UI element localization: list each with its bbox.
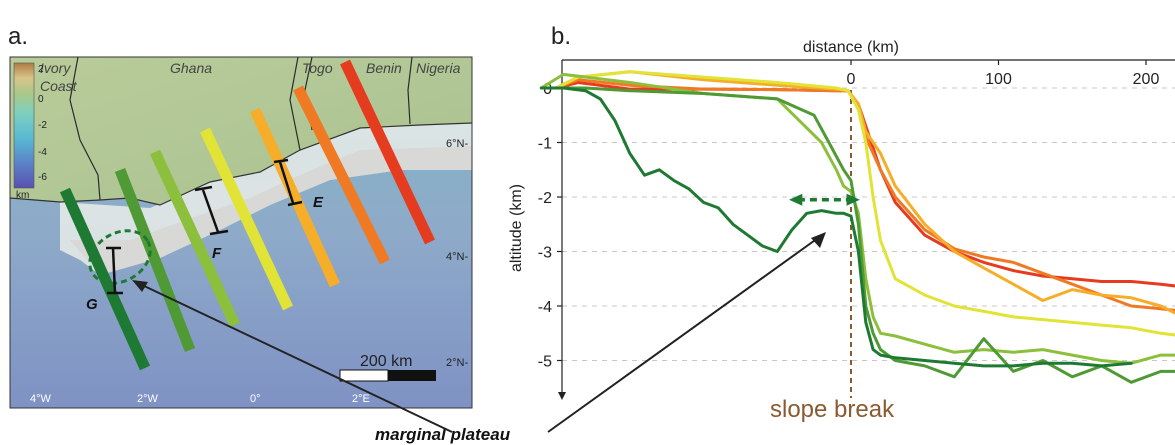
country-benin: Benin: [366, 60, 402, 76]
y-tick-label: -2: [538, 190, 552, 207]
lat-label: 6°N-: [446, 138, 468, 150]
segment-label-g: G: [86, 296, 98, 313]
arrow-to-plateau: [547, 232, 826, 433]
series-line: [554, 78, 1175, 312]
arrow-to-map: [132, 280, 453, 433]
legend-tick: -6: [38, 172, 47, 183]
profile-band: [249, 107, 341, 288]
lat-label: 4°N-: [446, 251, 468, 263]
elevation-legend: 2 0 -2 -4 -6 km: [13, 62, 47, 201]
series-line: [554, 86, 1175, 384]
y-tick-label: -4: [538, 299, 552, 316]
lon-label: 2°W: [137, 393, 159, 405]
legend-tick: -2: [38, 120, 47, 131]
y-tick-label: -5: [538, 354, 552, 371]
series-line: [554, 70, 1175, 337]
x-tick-label: 0: [847, 71, 856, 88]
country-togo: Togo: [302, 60, 333, 76]
country-ivory: Ivory: [40, 60, 71, 76]
plot-area: 0-1-2-3-4-50 100 200: [538, 59, 1175, 400]
y-tick-label: -1: [538, 136, 552, 153]
series-line: [554, 70, 1175, 315]
x-tick-label: 200: [1133, 71, 1160, 88]
segment-e: E: [273, 158, 324, 211]
lon-label: 4°W: [30, 393, 52, 405]
legend-colorbar: [13, 62, 35, 189]
legend-tick: 0: [38, 94, 44, 105]
series-line: [539, 86, 1133, 368]
segment-label-f: F: [212, 245, 222, 262]
country-ghana: Ghana: [170, 60, 212, 76]
scale-bar: 200 km: [339, 353, 436, 382]
slope-break-label: slope break: [770, 396, 895, 423]
segment-g: G: [86, 246, 123, 313]
border-4: [407, 57, 413, 125]
profile-band: [150, 149, 240, 328]
panel-b-label: b.: [551, 23, 571, 50]
shelf-band: [70, 146, 472, 275]
segment-label-e: E: [313, 194, 324, 211]
country-coast: Coast: [40, 78, 78, 94]
plateau-arrowhead-left: [789, 193, 803, 206]
lat-label: 2°N-: [446, 357, 468, 369]
map-frame: [9, 56, 473, 409]
series-line: [554, 81, 1175, 288]
y-axis-arrowhead: [558, 392, 566, 400]
y-tick-label: -3: [538, 245, 552, 262]
profile-bands: [59, 59, 435, 371]
lon-label: 2°E: [352, 393, 370, 405]
border-1: [69, 57, 101, 201]
y-axis-label: altitude (km): [508, 184, 525, 272]
country-nigeria: Nigeria: [416, 60, 461, 76]
border-2: [289, 57, 301, 151]
marginal-plateau-outline: [88, 229, 152, 285]
profile-band: [293, 85, 390, 265]
x-tick-label: 100: [985, 71, 1012, 88]
panel-a-label: a.: [8, 23, 28, 50]
profile-band: [59, 187, 151, 371]
lon-label: 0°: [250, 393, 261, 405]
plateau-arrowhead-right: [846, 193, 860, 206]
scale-label: 200 km: [360, 353, 412, 370]
legend-tick: 2: [38, 64, 44, 75]
marginal-plateau-label: marginal plateau: [375, 425, 511, 444]
x-axis-label: distance (km): [803, 39, 899, 56]
segment-f: F: [194, 185, 229, 262]
profile-band: [114, 168, 196, 352]
legend-tick: -4: [38, 147, 47, 158]
profile-band: [200, 127, 293, 311]
legend-unit: km: [16, 190, 29, 201]
profile-band: [340, 59, 435, 245]
